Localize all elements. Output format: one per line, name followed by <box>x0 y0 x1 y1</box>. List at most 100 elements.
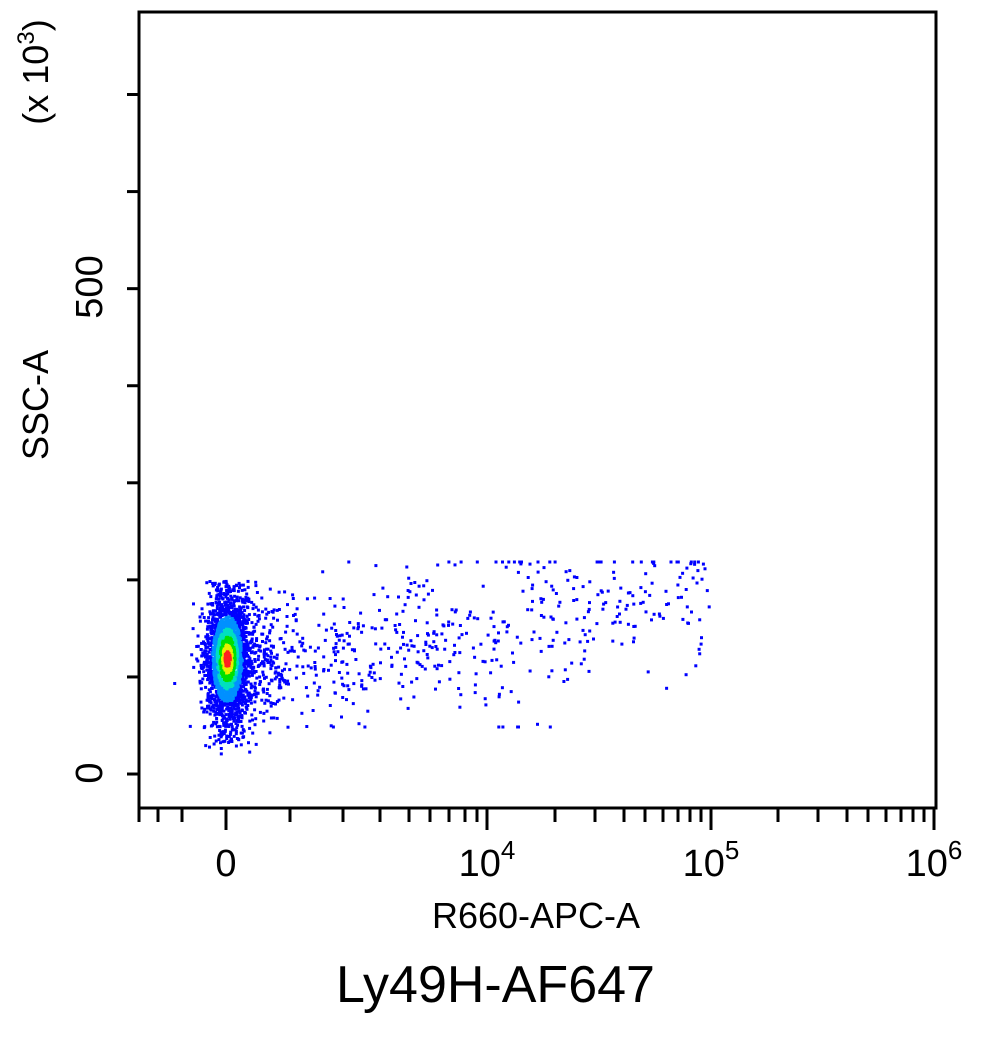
event-dot-2828 <box>520 560 523 564</box>
event-dot-812 <box>230 708 234 712</box>
event-dot-809 <box>213 619 217 623</box>
event-dot-3065 <box>334 659 337 663</box>
event-dot-137 <box>212 742 216 746</box>
event-dot-692 <box>241 689 245 693</box>
event-dot-322 <box>215 725 219 729</box>
event-dot-2829 <box>500 686 504 690</box>
event-dot-747 <box>211 623 215 627</box>
event-dot-2978 <box>530 587 534 591</box>
event-dot-2988 <box>536 722 539 726</box>
event-dot-500 <box>209 701 213 705</box>
event-dot-718 <box>243 678 247 682</box>
event-dot-2983 <box>403 603 407 607</box>
event-dot-314 <box>232 586 236 589</box>
event-dot-659 <box>227 715 231 719</box>
event-dot-2954 <box>618 620 622 624</box>
event-dot-3090 <box>379 647 383 651</box>
event-dot-2912 <box>347 560 351 564</box>
event-dot-1050 <box>241 655 245 658</box>
event-dot-469 <box>225 723 228 727</box>
event-dot-2942 <box>327 668 330 672</box>
event-dot-157 <box>256 665 260 668</box>
event-dot-131 <box>248 726 252 730</box>
event-dot-37 <box>272 655 276 659</box>
event-dot-2951 <box>443 647 447 651</box>
event-dot-3028 <box>383 642 387 646</box>
event-dot-447 <box>209 612 212 616</box>
event-dot-634 <box>206 645 210 649</box>
event-dot-773 <box>213 697 217 701</box>
event-dot-2756 <box>321 570 325 574</box>
event-dot-2788 <box>483 660 487 664</box>
event-dot-188 <box>245 592 249 596</box>
event-dot-850 <box>211 629 215 633</box>
event-dot-161 <box>200 607 204 611</box>
event-dot-76 <box>192 602 195 606</box>
event-dot-2886 <box>341 646 345 650</box>
event-dot-597 <box>206 638 210 642</box>
event-dot-2793 <box>413 581 417 584</box>
event-dot-765 <box>210 625 214 629</box>
event-dot-2639 <box>352 626 356 630</box>
event-dot-77 <box>264 652 268 656</box>
event-dot-422 <box>206 695 210 699</box>
event-dot-183 <box>219 741 222 745</box>
event-dot-3072 <box>368 664 372 668</box>
event-dot-379 <box>209 708 213 712</box>
event-dot-228 <box>229 737 233 741</box>
event-dot-2899 <box>401 609 405 613</box>
event-dot-2642 <box>639 586 643 590</box>
event-dot-2890 <box>414 619 417 623</box>
event-dot-2874 <box>457 636 461 640</box>
event-dot-2853 <box>285 624 289 628</box>
event-dot-3010 <box>489 616 493 620</box>
event-dot-2836 <box>359 611 363 615</box>
event-dot-2675 <box>582 657 586 661</box>
event-dot-815 <box>229 606 233 609</box>
event-dot-292 <box>212 720 216 724</box>
event-dot-419 <box>225 589 229 593</box>
event-dot-2669 <box>699 642 703 646</box>
event-dot-1166 <box>238 681 242 685</box>
event-dot-120 <box>205 581 209 585</box>
event-dot-2876 <box>341 597 345 601</box>
event-dot-498 <box>236 714 240 718</box>
event-dot-3111 <box>575 598 579 602</box>
event-dot-159 <box>251 607 255 611</box>
event-dot-169 <box>198 619 202 623</box>
event-dot-458 <box>219 594 222 598</box>
event-dot-16 <box>173 682 177 685</box>
y-tick-label-0: 0 <box>69 762 111 783</box>
event-dot-3103 <box>555 630 559 634</box>
event-dot-697 <box>238 615 242 619</box>
event-dot-428 <box>236 717 240 721</box>
event-dot-2653 <box>403 657 406 661</box>
event-dot-617 <box>206 668 210 672</box>
event-dot-1149 <box>230 699 234 702</box>
event-dot-2665 <box>618 599 622 603</box>
event-dot-2883 <box>422 584 426 588</box>
event-dot-172 <box>211 581 215 585</box>
event-dot-2742 <box>395 630 399 634</box>
event-dot-2825 <box>458 651 462 655</box>
event-dot-44 <box>271 660 275 664</box>
event-dot-607 <box>208 690 212 694</box>
event-dot-2630 <box>364 687 368 691</box>
event-dot-358 <box>223 728 227 732</box>
event-dot-264 <box>245 605 249 609</box>
event-dot-2774 <box>313 661 317 664</box>
event-dot-435 <box>222 723 226 727</box>
event-dot-496 <box>246 680 250 684</box>
event-dot-723 <box>227 712 231 716</box>
event-dot-3094 <box>504 565 508 569</box>
event-dot-605 <box>233 713 237 717</box>
event-dot-154 <box>241 735 245 739</box>
event-dot-3044 <box>295 664 299 668</box>
event-dot-155 <box>254 622 258 626</box>
event-dot-1720 <box>220 630 224 634</box>
event-dot-102 <box>253 723 257 727</box>
event-dot-2799 <box>558 600 562 604</box>
event-dot-2822 <box>313 665 317 668</box>
event-dot-2924 <box>509 690 513 694</box>
event-dot-2685 <box>332 622 336 626</box>
